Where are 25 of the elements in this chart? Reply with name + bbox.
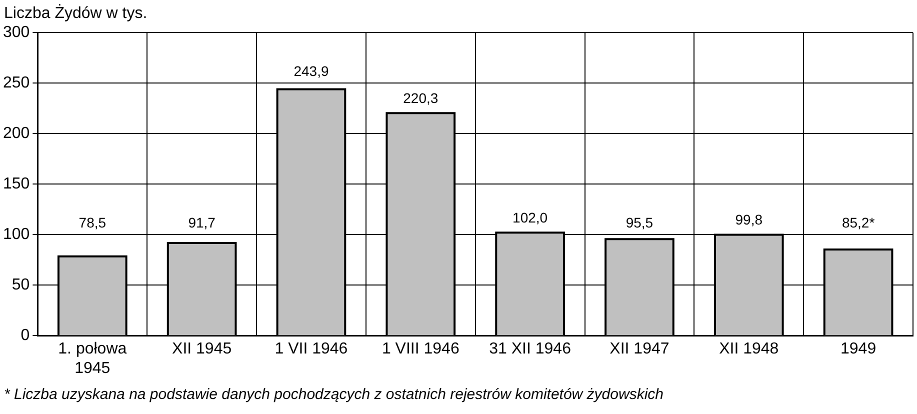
- data-label: 95,5: [626, 214, 654, 230]
- y-tick-label: 150: [2, 176, 30, 193]
- x-tick-label: XII 1947: [610, 340, 670, 358]
- data-label: 220,3: [403, 90, 438, 106]
- x-tick-label: 1 VIII 1946: [382, 340, 460, 358]
- y-tick-label: 100: [2, 226, 30, 244]
- y-axis-title: Liczba Żydów w tys.: [4, 3, 148, 24]
- data-label: 99,8: [735, 212, 763, 228]
- x-tick-label: 1 VII 1946: [274, 340, 348, 358]
- y-tick-label: 0: [20, 327, 30, 344]
- data-label: 78,5: [78, 214, 106, 230]
- y-tick-label: 300: [2, 24, 30, 42]
- x-tick-label: XII 1945: [172, 340, 232, 358]
- data-label: 91,7: [188, 214, 216, 230]
- y-tick-label: 200: [2, 125, 30, 142]
- data-label: 102,0: [512, 209, 548, 226]
- x-tick-label: 31 XII 1946: [489, 340, 572, 358]
- y-tick-label: 50: [12, 276, 30, 294]
- x-tick-label: XII 1948: [719, 340, 779, 358]
- x-tick-label: 1. połowa 1945: [58, 340, 127, 377]
- data-label: 85,2*: [842, 214, 876, 230]
- y-tick-label: 250: [2, 74, 30, 92]
- x-tick-label: 1949: [840, 340, 876, 358]
- text: * Liczba uzyskana na podstawie danych pochodzących z ostatnich rejestrów komitetów żydowskich: [4, 386, 664, 403]
- data-label: 243,9: [294, 62, 329, 79]
